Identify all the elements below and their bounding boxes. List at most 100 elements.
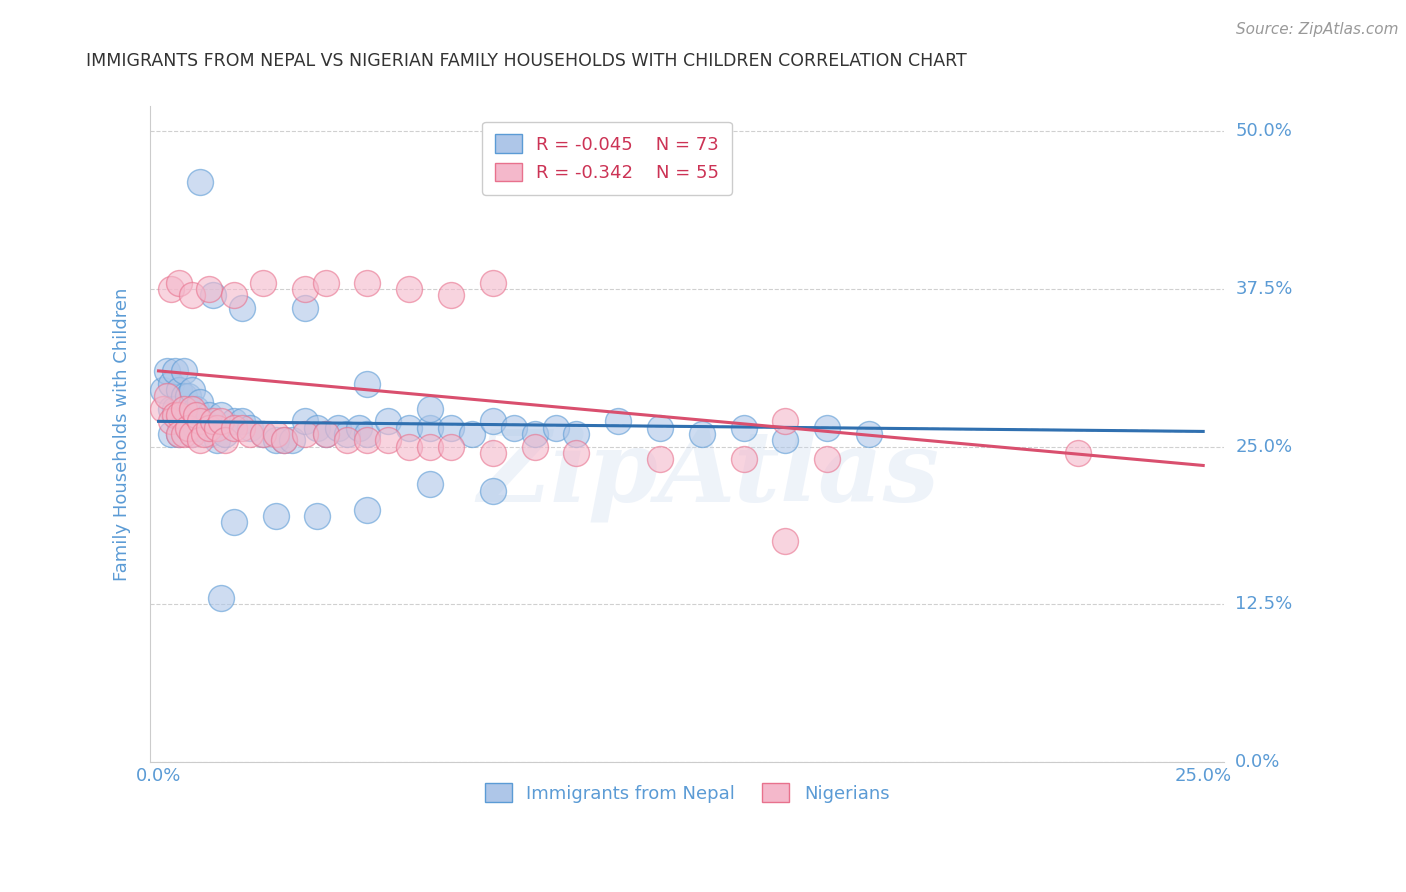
Point — [209, 408, 232, 422]
Point — [184, 401, 207, 416]
Point — [222, 515, 245, 529]
Point — [169, 276, 191, 290]
Point — [307, 420, 329, 434]
Point — [419, 477, 441, 491]
Text: 50.0%: 50.0% — [1236, 122, 1292, 140]
Point — [440, 420, 463, 434]
Point — [264, 508, 287, 523]
Point — [315, 426, 337, 441]
Point — [281, 434, 304, 448]
Point — [197, 408, 219, 422]
Point — [160, 426, 183, 441]
Point — [775, 434, 797, 448]
Point — [648, 420, 671, 434]
Point — [205, 434, 228, 448]
Point — [523, 426, 546, 441]
Point — [607, 414, 630, 428]
Point — [169, 383, 191, 397]
Point — [690, 426, 713, 441]
Point — [398, 420, 420, 434]
Point — [733, 452, 755, 467]
Point — [160, 414, 183, 428]
Point — [482, 276, 505, 290]
Text: 12.5%: 12.5% — [1236, 595, 1292, 613]
Point — [193, 414, 215, 428]
Point — [214, 434, 236, 448]
Point — [184, 420, 207, 434]
Legend: Immigrants from Nepal, Nigerians: Immigrants from Nepal, Nigerians — [475, 774, 898, 812]
Point — [201, 414, 224, 428]
Point — [335, 434, 357, 448]
Point — [152, 401, 174, 416]
Point — [209, 414, 232, 428]
Point — [252, 276, 274, 290]
Point — [482, 483, 505, 498]
Point — [252, 426, 274, 441]
Point — [315, 426, 337, 441]
Point — [377, 414, 399, 428]
Point — [184, 408, 207, 422]
Point — [231, 301, 253, 315]
Point — [181, 383, 204, 397]
Point — [197, 282, 219, 296]
Point — [733, 420, 755, 434]
Point — [156, 364, 179, 378]
Point — [482, 414, 505, 428]
Point — [188, 175, 211, 189]
Point — [419, 420, 441, 434]
Point — [181, 401, 204, 416]
Point — [356, 434, 378, 448]
Point — [197, 426, 219, 441]
Point — [173, 414, 195, 428]
Point — [173, 426, 195, 441]
Point — [177, 420, 200, 434]
Point — [169, 408, 191, 422]
Text: 25.0%: 25.0% — [1236, 438, 1292, 456]
Text: 37.5%: 37.5% — [1236, 280, 1292, 298]
Point — [565, 446, 588, 460]
Point — [173, 401, 195, 416]
Point — [315, 276, 337, 290]
Point — [169, 426, 191, 441]
Point — [181, 426, 204, 441]
Point — [181, 288, 204, 302]
Point — [440, 288, 463, 302]
Point — [165, 364, 187, 378]
Point — [239, 420, 262, 434]
Point — [165, 408, 187, 422]
Point — [169, 426, 191, 441]
Point — [523, 440, 546, 454]
Point — [209, 591, 232, 605]
Point — [231, 420, 253, 434]
Point — [181, 426, 204, 441]
Point — [565, 426, 588, 441]
Point — [264, 426, 287, 441]
Point — [156, 389, 179, 403]
Point — [356, 502, 378, 516]
Point — [377, 434, 399, 448]
Point — [252, 426, 274, 441]
Point — [188, 414, 211, 428]
Point — [264, 434, 287, 448]
Point — [239, 426, 262, 441]
Point — [188, 395, 211, 409]
Point — [294, 414, 316, 428]
Point — [205, 420, 228, 434]
Point — [398, 440, 420, 454]
Y-axis label: Family Households with Children: Family Households with Children — [114, 287, 131, 581]
Point — [502, 420, 524, 434]
Point — [165, 401, 187, 416]
Text: IMMIGRANTS FROM NEPAL VS NIGERIAN FAMILY HOUSEHOLDS WITH CHILDREN CORRELATION CH: IMMIGRANTS FROM NEPAL VS NIGERIAN FAMILY… — [86, 52, 966, 70]
Point — [152, 383, 174, 397]
Point — [398, 282, 420, 296]
Point — [181, 408, 204, 422]
Point — [648, 452, 671, 467]
Point — [177, 420, 200, 434]
Point — [356, 426, 378, 441]
Point — [188, 420, 211, 434]
Point — [222, 288, 245, 302]
Point — [335, 426, 357, 441]
Point — [858, 426, 880, 441]
Text: Source: ZipAtlas.com: Source: ZipAtlas.com — [1236, 22, 1399, 37]
Point — [197, 420, 219, 434]
